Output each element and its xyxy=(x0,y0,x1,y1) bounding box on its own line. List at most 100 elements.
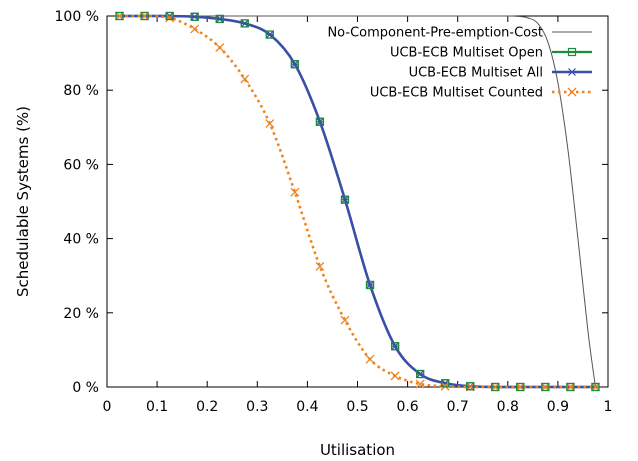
data-point xyxy=(391,342,399,351)
x-tick-label: 0.3 xyxy=(246,399,268,415)
marker-stroke xyxy=(390,371,400,381)
data-point xyxy=(516,382,525,392)
data-point xyxy=(240,74,250,84)
y-tick-label: 20 % xyxy=(63,306,99,322)
x-tick-label: 0.5 xyxy=(346,399,368,415)
legend-marker xyxy=(567,87,577,97)
data-point xyxy=(490,382,500,392)
data-point xyxy=(316,117,324,126)
data-point xyxy=(290,60,299,69)
data-point xyxy=(540,382,550,392)
data-point xyxy=(416,370,425,378)
legend-label: UCB-ECB Multiset Open xyxy=(390,46,543,61)
marker-stroke xyxy=(565,382,575,392)
legend-marker xyxy=(568,68,576,76)
data-point xyxy=(416,369,425,379)
data-point xyxy=(315,261,325,271)
x-tick-label: 0.4 xyxy=(296,399,318,415)
data-point xyxy=(240,19,249,28)
data-point xyxy=(215,15,224,23)
data-point xyxy=(190,12,199,21)
data-point xyxy=(441,379,450,388)
series-line xyxy=(119,14,596,389)
x-tick-label: 0.7 xyxy=(447,399,469,415)
x-tick-label: 0 xyxy=(103,399,112,415)
legend: No-Component-Pre-emption-Cost UCB-ECB Mul… xyxy=(327,26,592,101)
marker-stroke xyxy=(315,261,325,271)
x-tick-label: 0.9 xyxy=(547,399,569,415)
y-tick-label: 80 % xyxy=(63,83,99,99)
series-open-markers xyxy=(115,11,600,392)
marker-stroke xyxy=(215,43,225,52)
y-tick-label: 40 % xyxy=(63,232,99,248)
data-point xyxy=(390,342,400,351)
x-tick-label: 0.8 xyxy=(497,399,519,415)
data-point xyxy=(541,382,550,392)
marker-stroke xyxy=(567,87,577,97)
data-point xyxy=(265,30,274,39)
marker-stroke xyxy=(540,382,550,392)
data-point xyxy=(515,382,525,392)
data-point xyxy=(215,43,225,52)
data-point xyxy=(341,195,349,204)
y-tick-label: 100 % xyxy=(55,9,99,25)
y-axis-title: Schedulable Systems (%) xyxy=(14,106,32,297)
legend-label: No-Component-Pre-emption-Cost xyxy=(327,26,543,41)
data-point xyxy=(290,187,300,197)
series-0 xyxy=(119,15,596,388)
data-point xyxy=(491,382,500,392)
data-point xyxy=(265,30,274,39)
marker-stroke xyxy=(490,382,500,392)
y-tick-label: 60 % xyxy=(63,157,99,173)
data-point xyxy=(240,19,249,28)
data-point xyxy=(140,11,149,21)
data-point xyxy=(591,382,600,392)
marker-stroke xyxy=(365,354,375,364)
data-point xyxy=(265,119,275,129)
legend-marker xyxy=(567,47,577,57)
data-point xyxy=(165,13,175,23)
data-point xyxy=(190,12,199,21)
data-point xyxy=(315,117,325,126)
legend-label: UCB-ECB Multiset Counted xyxy=(370,86,543,101)
marker-stroke xyxy=(591,382,600,392)
marker-stroke xyxy=(265,119,275,129)
y-tick-label: 0 % xyxy=(72,380,99,396)
data-point xyxy=(566,382,575,392)
y-axis-ticks: 0 % 20 % 40 % 60 % 80 % 100 % xyxy=(55,9,608,396)
data-point xyxy=(565,382,575,392)
marker-stroke xyxy=(240,74,250,84)
data-point xyxy=(140,11,150,21)
marker-stroke xyxy=(190,24,200,34)
marker-stroke xyxy=(115,11,124,21)
x-tick-label: 0.2 xyxy=(196,399,218,415)
x-tick-label: 0.6 xyxy=(396,399,418,415)
data-point xyxy=(466,382,475,391)
data-point xyxy=(390,371,400,381)
marker-stroke xyxy=(415,379,425,389)
marker-stroke xyxy=(515,382,525,392)
data-point xyxy=(165,11,174,21)
marker-stroke xyxy=(340,315,350,325)
data-point xyxy=(366,281,374,289)
marker-stroke xyxy=(290,187,300,197)
data-point xyxy=(115,11,124,21)
x-axis-title: Utilisation xyxy=(320,441,395,459)
data-point xyxy=(340,195,350,204)
marker-stroke xyxy=(140,11,150,21)
data-point xyxy=(591,382,600,392)
data-point xyxy=(115,11,124,21)
data-point xyxy=(415,379,425,389)
x-tick-label: 1 xyxy=(604,399,613,415)
data-point xyxy=(365,280,375,290)
marker-stroke xyxy=(165,13,175,23)
data-point xyxy=(365,354,375,364)
series-3 xyxy=(115,11,600,392)
x-tick-label: 0.1 xyxy=(146,399,168,415)
data-point xyxy=(215,14,224,24)
data-point xyxy=(190,24,200,34)
data-point xyxy=(290,60,299,69)
series-line xyxy=(119,15,596,388)
series-layer xyxy=(115,11,600,392)
